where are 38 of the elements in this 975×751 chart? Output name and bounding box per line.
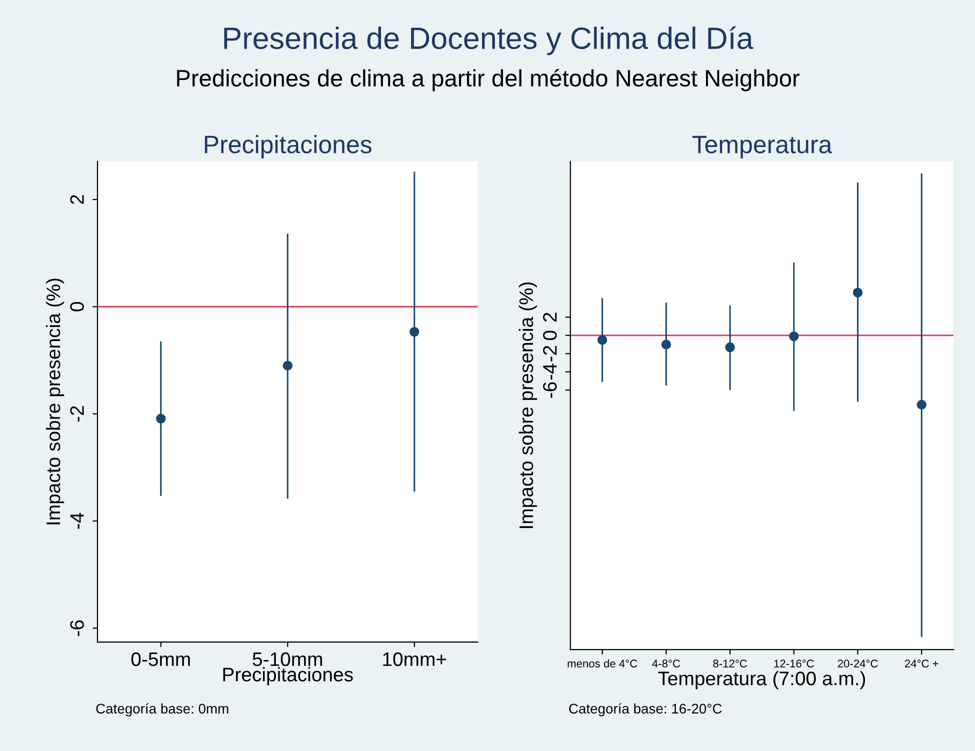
- x-tick-label: 24°C +: [904, 660, 938, 668]
- y-tick-label: -6: [70, 620, 84, 636]
- x-tick-label: 8-12°C: [713, 660, 747, 668]
- text: Presencia de Docentes y Clima del Día: [224, 26, 754, 56]
- text: Predicciones de clima a partir del método Nearest Neighbor: [177, 68, 800, 92]
- y-axis-title: Impacto sobre presencia (%): [46, 278, 64, 524]
- point: [597, 335, 608, 345]
- y-tick-label: -2: [543, 346, 557, 362]
- point: [852, 288, 863, 298]
- chart-title: Precipitaciones: [204, 135, 372, 158]
- x-tick-label: 5-10mm: [252, 652, 322, 666]
- x-axis-title: Precipitaciones: [223, 667, 353, 686]
- x-tick-label: 0-5mm: [131, 652, 190, 666]
- point: [725, 342, 735, 352]
- y-tick-label: 0: [543, 330, 557, 340]
- x-tick-label: 12-16°C: [774, 660, 814, 668]
- y-tick-label: 2: [70, 195, 84, 204]
- chart-title: Temperatura: [692, 136, 832, 158]
- x-tick-label: 4-8°C: [652, 660, 680, 668]
- y-tick-label: -4: [543, 364, 557, 380]
- point: [156, 414, 166, 424]
- x-tick-label: 20-24°C: [838, 660, 878, 668]
- point: [410, 327, 420, 337]
- y-tick-label: 2: [543, 312, 557, 322]
- point: [282, 360, 292, 370]
- y-tick-label: 0: [70, 302, 84, 312]
- x-tick-label: 10mm+: [383, 652, 446, 666]
- y-tick-label: -2: [70, 406, 84, 422]
- point: [661, 340, 672, 350]
- text: Categoría base: 16-20°C: [569, 703, 722, 716]
- y-axis-title: Impacto sobre presencia (%): [518, 282, 537, 528]
- point: [916, 400, 926, 410]
- x-tick-label: menos de 4°C: [568, 659, 638, 668]
- y-tick-label: -6: [543, 382, 557, 398]
- text: Categoría base: 0mm: [96, 703, 228, 716]
- point: [789, 331, 799, 342]
- y-tick-label: -4: [70, 512, 84, 529]
- x-axis-title: Temperatura (7:00 a.m.): [658, 671, 866, 690]
